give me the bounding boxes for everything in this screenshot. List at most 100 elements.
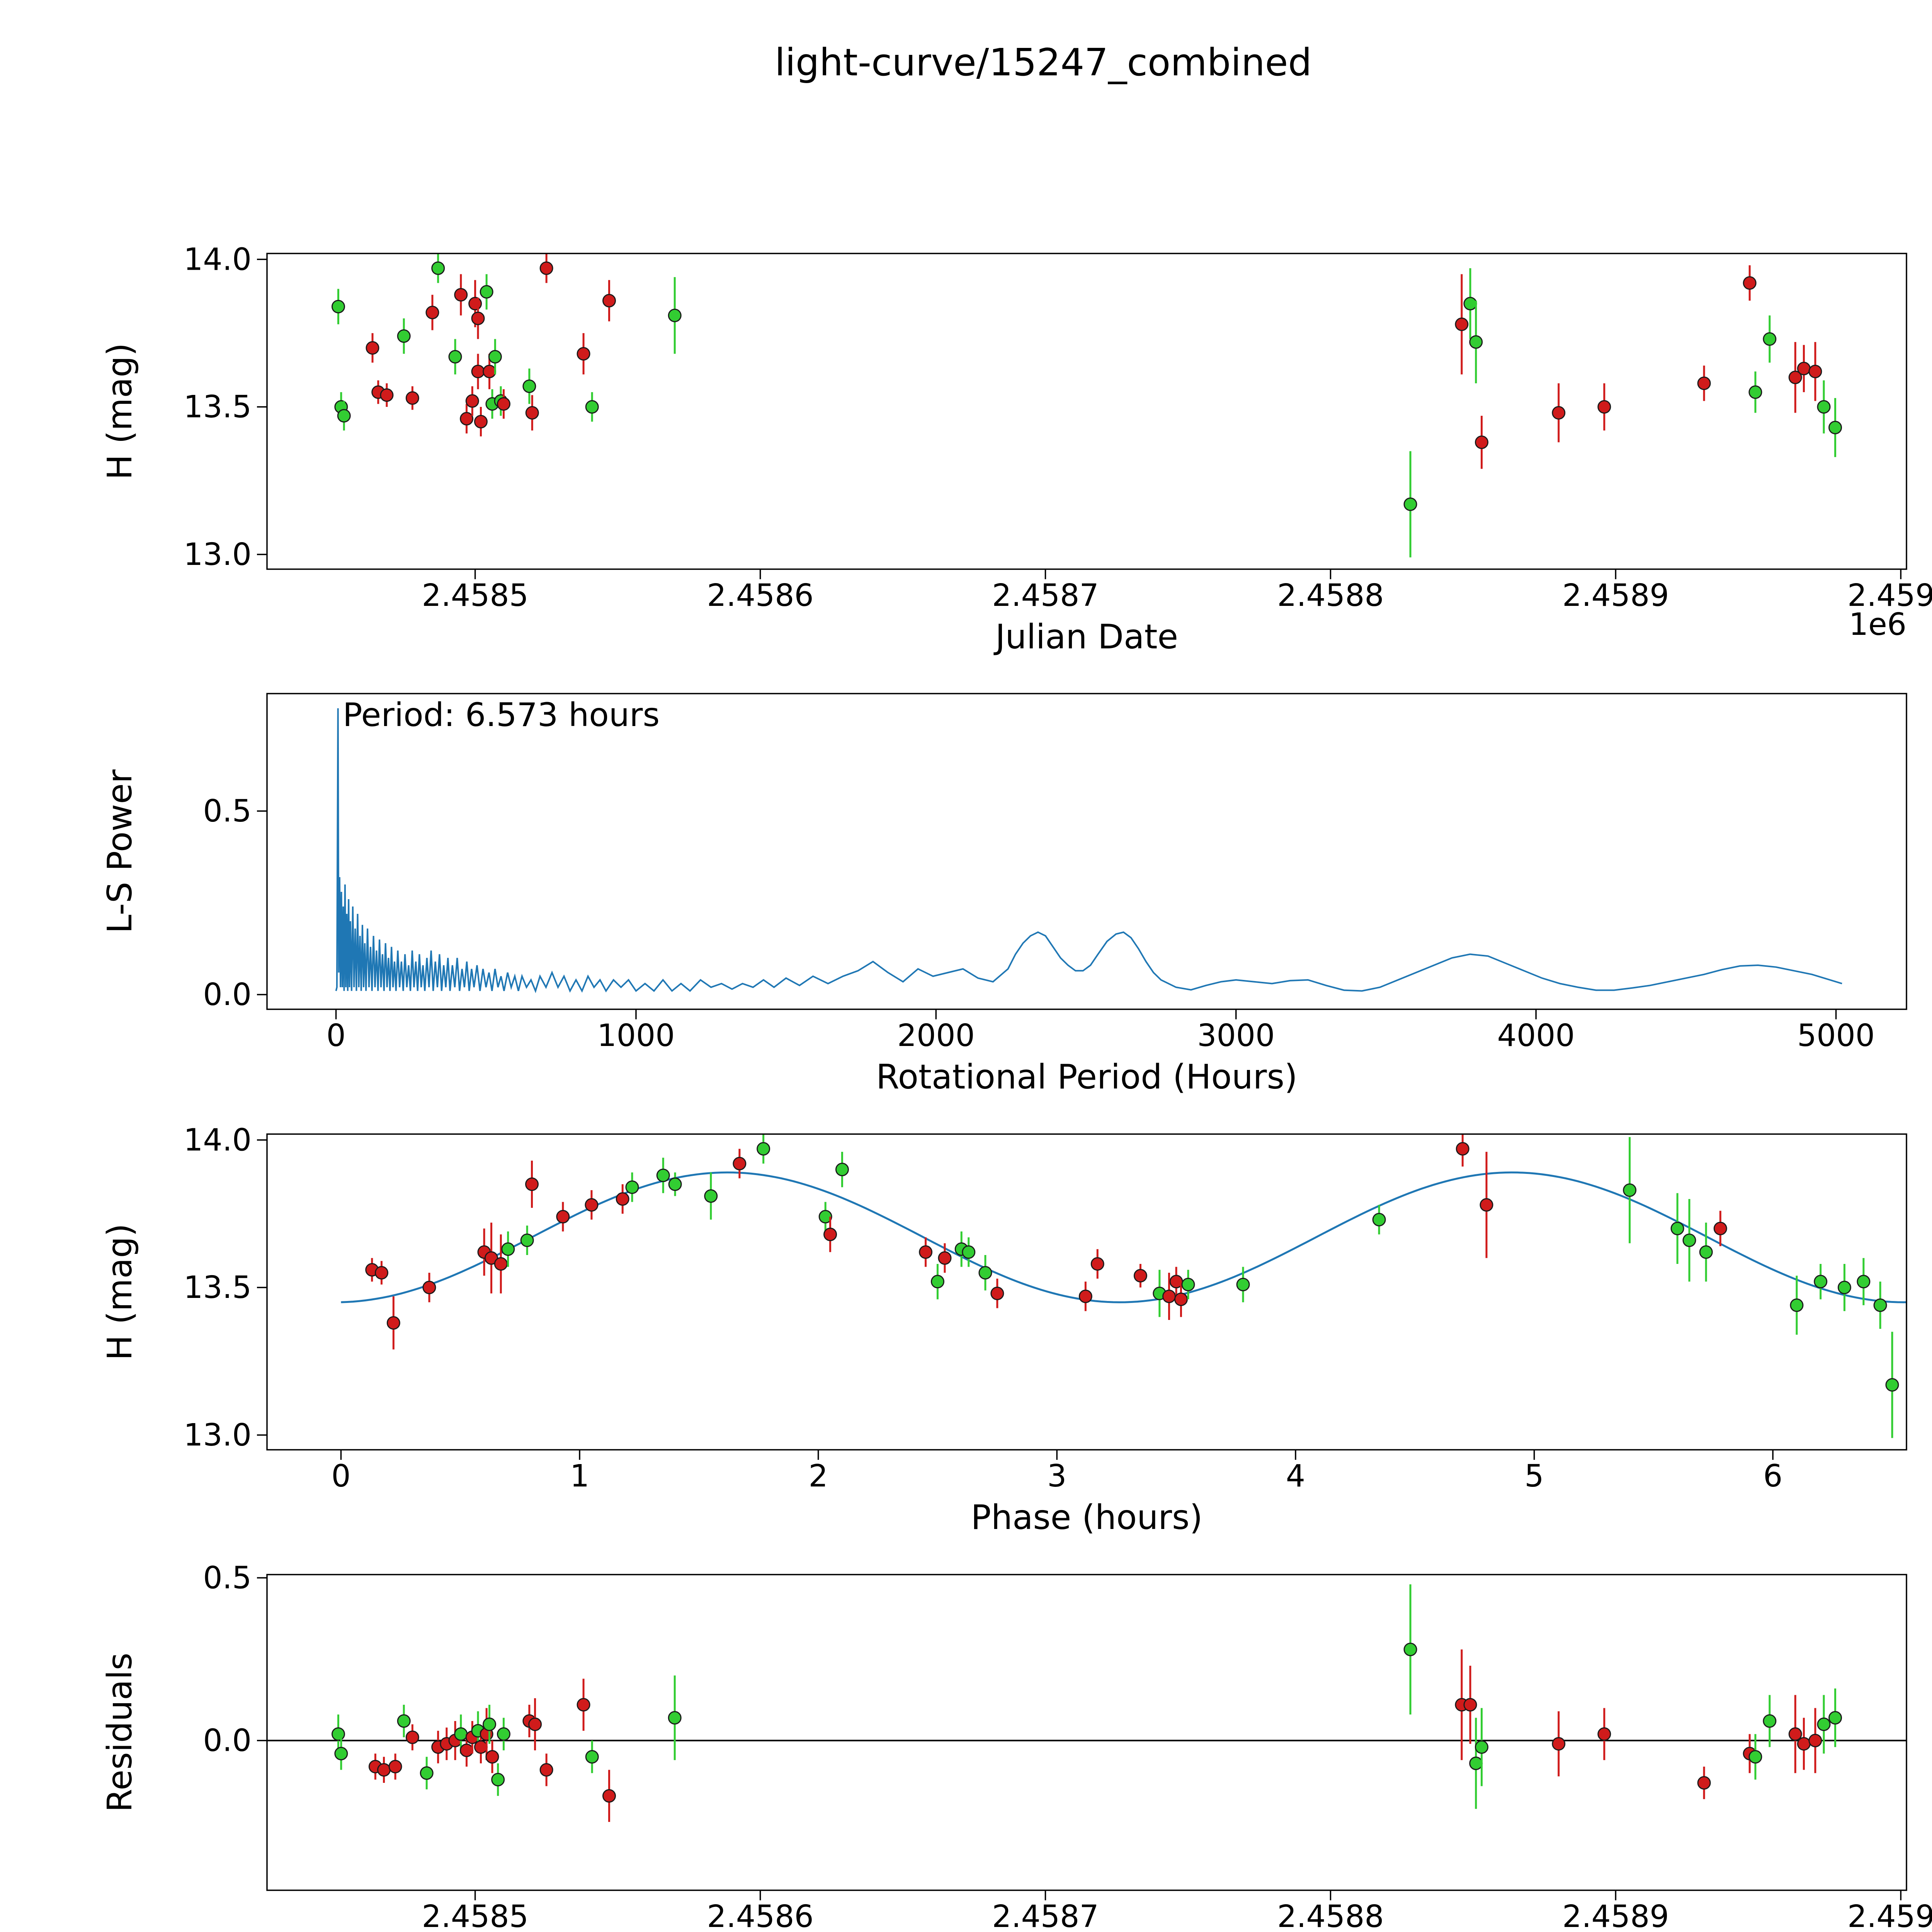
data-point-red — [938, 1251, 952, 1265]
x-tick-label: 0 — [331, 1458, 350, 1494]
data-point-green — [668, 308, 682, 322]
data-point-red — [823, 1228, 837, 1242]
data-point-red — [525, 1177, 539, 1191]
plot-area — [331, 253, 1842, 558]
x-axis-label: Julian Date — [993, 617, 1178, 656]
data-point-red — [460, 1743, 474, 1757]
data-point-green — [930, 1275, 944, 1289]
data-point-green — [1790, 1298, 1804, 1312]
data-point-red — [577, 1698, 590, 1712]
data-point-red — [1797, 1737, 1811, 1751]
data-point-red — [485, 1251, 498, 1265]
data-point-red — [471, 364, 485, 378]
data-point-red — [474, 1740, 488, 1754]
data-point-red — [422, 1281, 436, 1294]
data-point-red — [602, 1789, 616, 1803]
data-point-red — [460, 412, 474, 426]
data-point-green — [1817, 1717, 1831, 1731]
data-point-red — [1078, 1289, 1092, 1303]
data-point-red — [471, 311, 485, 325]
data-point-green — [585, 1750, 599, 1764]
data-point-green — [1857, 1275, 1871, 1289]
data-point-green — [585, 400, 599, 414]
data-point-red — [1133, 1269, 1147, 1283]
y-axis-label: H (mag) — [100, 1223, 139, 1360]
data-point-red — [1456, 1142, 1469, 1156]
data-point-red — [1463, 1698, 1477, 1712]
data-point-green — [480, 285, 493, 299]
data-point-red — [1552, 1737, 1566, 1751]
data-point-green — [757, 1142, 770, 1156]
x-tick-label: 2.4588 — [1277, 578, 1384, 613]
y-tick-label: 0.5 — [203, 793, 252, 829]
panel-border — [266, 1133, 1907, 1451]
data-point-green — [331, 299, 345, 313]
data-point-green — [1817, 400, 1831, 414]
x-tick-label: 3 — [1047, 1458, 1066, 1494]
data-point-red — [1090, 1257, 1104, 1271]
data-point-red — [1697, 376, 1711, 390]
x-tick-label: 6 — [1763, 1458, 1782, 1494]
data-point-red — [1597, 400, 1611, 414]
data-point-green — [334, 1747, 348, 1760]
x-tick-label: 2.4586 — [707, 1899, 813, 1932]
panel-periodogram: 0 1000 2000 3000 4000 5000 0.0 0.5 Rotational Pe… — [100, 693, 1907, 1097]
data-point-red — [494, 1257, 508, 1271]
data-point-green — [420, 1766, 434, 1780]
panel-phase-folded: 0 1 2 3 4 5 6 13.0 13.5 14.0 Phase (hours) H (mag) — [100, 1122, 1907, 1537]
x-tick-label: 2.4589 — [1562, 578, 1669, 613]
data-point-red — [577, 347, 590, 361]
data-point-green — [454, 1727, 468, 1741]
data-point-green — [1837, 1281, 1851, 1294]
data-point-red — [380, 388, 394, 402]
x-tick-label: 1 — [570, 1458, 589, 1494]
data-point-red — [539, 1763, 553, 1777]
data-point-green — [1885, 1378, 1899, 1392]
data-point-red — [1788, 371, 1802, 384]
axis-offset-label: 1e6 — [1849, 1928, 1906, 1932]
x-tick-label: 2.4586 — [707, 578, 813, 613]
figure-title: light-curve/15247_combined — [775, 41, 1312, 84]
data-point-green — [1748, 1750, 1762, 1764]
data-point-green — [431, 261, 445, 275]
x-axis-label: Phase (hours) — [971, 1498, 1203, 1537]
data-point-red — [1743, 276, 1757, 290]
data-point-green — [668, 1711, 682, 1725]
x-tick-label: 2.4587 — [992, 1899, 1099, 1932]
data-point-red — [616, 1192, 629, 1206]
data-point-red — [1713, 1221, 1727, 1235]
plot-area — [335, 708, 1842, 993]
y-tick-label: 0.0 — [203, 977, 252, 1012]
data-point-green — [1236, 1277, 1250, 1291]
data-point-green — [1748, 385, 1762, 399]
data-point-red — [454, 288, 468, 302]
data-point-green — [1463, 297, 1477, 311]
data-point-red — [483, 364, 497, 378]
data-point-green — [397, 1714, 411, 1728]
data-point-red — [539, 261, 553, 275]
data-point-red — [585, 1198, 599, 1212]
x-tick-label: 5 — [1524, 1458, 1544, 1494]
data-point-green — [1403, 497, 1417, 511]
x-tick-label: 2.4585 — [422, 1899, 528, 1932]
data-point-red — [374, 1266, 388, 1280]
x-tick-label: 2000 — [897, 1018, 975, 1053]
data-point-red — [377, 1763, 391, 1777]
data-point-red — [1552, 406, 1566, 420]
x-tick-label: 4 — [1286, 1458, 1305, 1494]
plot-area — [341, 1134, 1906, 1438]
fit-curve — [341, 1171, 1906, 1303]
data-point-red — [405, 391, 419, 405]
data-point-green — [704, 1189, 718, 1203]
panel-border — [266, 693, 1907, 1010]
data-point-red — [525, 406, 539, 420]
data-point-red — [1162, 1289, 1176, 1303]
y-axis-label: H (mag) — [100, 343, 139, 480]
y-tick-label: 14.0 — [184, 242, 252, 277]
data-point-red — [733, 1156, 747, 1170]
x-axis-label: Rotational Period (Hours) — [876, 1057, 1298, 1097]
data-point-green — [978, 1266, 992, 1280]
data-point-red — [465, 394, 479, 408]
